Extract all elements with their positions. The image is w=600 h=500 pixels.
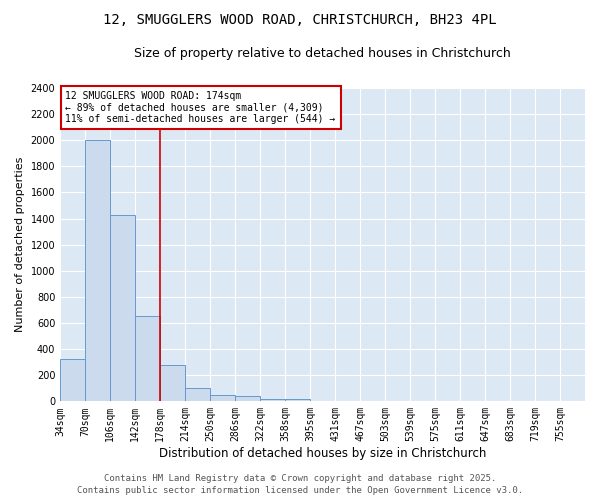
Y-axis label: Number of detached properties: Number of detached properties xyxy=(15,157,25,332)
Text: 12 SMUGGLERS WOOD ROAD: 174sqm
← 89% of detached houses are smaller (4,309)
11% : 12 SMUGGLERS WOOD ROAD: 174sqm ← 89% of … xyxy=(65,91,335,124)
Text: Contains HM Land Registry data © Crown copyright and database right 2025.
Contai: Contains HM Land Registry data © Crown c… xyxy=(77,474,523,495)
Bar xyxy=(60,359,85,402)
Bar xyxy=(110,216,135,402)
Text: 12, SMUGGLERS WOOD ROAD, CHRISTCHURCH, BH23 4PL: 12, SMUGGLERS WOOD ROAD, CHRISTCHURCH, B… xyxy=(103,12,497,26)
Title: Size of property relative to detached houses in Christchurch: Size of property relative to detached ho… xyxy=(134,48,511,60)
Bar xyxy=(235,396,260,402)
Bar xyxy=(285,398,310,402)
Bar xyxy=(160,365,185,402)
Bar xyxy=(135,316,160,402)
X-axis label: Distribution of detached houses by size in Christchurch: Distribution of detached houses by size … xyxy=(159,447,486,460)
Bar xyxy=(260,398,285,402)
Bar xyxy=(85,140,110,402)
Bar xyxy=(185,388,210,402)
Bar xyxy=(210,396,235,402)
